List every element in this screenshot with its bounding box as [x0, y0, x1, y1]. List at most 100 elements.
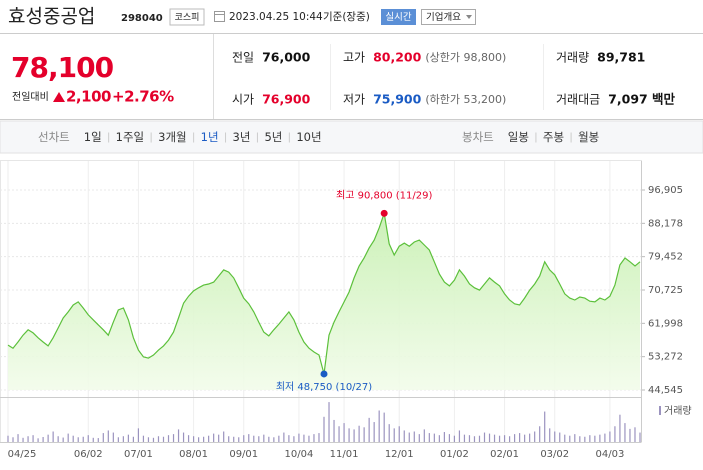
tab[interactable]: 3개월 [158, 130, 186, 144]
y-tick-label: 61,998 [648, 318, 683, 329]
volume-bar [62, 437, 64, 442]
volume-bar [92, 437, 94, 442]
volume-bar [363, 427, 365, 442]
company-button[interactable] [421, 9, 476, 25]
volume-bar [42, 437, 44, 442]
extreme-point [320, 370, 328, 378]
tab[interactable]: 1년 [201, 130, 219, 144]
volume-bar [544, 411, 546, 442]
tab[interactable]: 5년 [264, 130, 282, 144]
volume-bar [223, 431, 225, 442]
volume-bar [619, 414, 621, 442]
stock-name: 효성중공업 [8, 6, 95, 28]
tab-bar [0, 120, 703, 154]
volume-bar [629, 428, 631, 442]
volume-bar [408, 432, 410, 442]
volume-bar [218, 434, 220, 442]
volume-bar [574, 434, 576, 442]
volume-bar [253, 435, 255, 442]
volume-bar [268, 436, 270, 442]
volume-bar [508, 436, 511, 442]
stat-label: 저가 [343, 93, 365, 107]
volume-bar [353, 429, 355, 442]
x-tick-label: 11/01 [330, 449, 359, 460]
x-tick-label: 09/01 [229, 449, 258, 460]
volume-bar [418, 434, 420, 442]
stat-value: 89,781 [597, 50, 645, 65]
stat-label: 전일 [232, 51, 254, 65]
volume-bar [393, 428, 395, 442]
volume-bar [22, 437, 24, 442]
volume-bar [177, 429, 180, 442]
basis: 기준(장중) [323, 11, 370, 23]
x-tick-label: 06/02 [74, 449, 103, 460]
volume-bar [328, 402, 330, 442]
volume-bar [423, 429, 425, 442]
volume-bar [308, 435, 310, 442]
volume-bar [443, 432, 445, 442]
volume-bar [303, 434, 305, 442]
volume-bar [413, 431, 415, 442]
volume-bar [87, 435, 89, 442]
volume-bar [72, 435, 74, 442]
tab[interactable]: 3년 [233, 130, 251, 144]
volume-bar [609, 431, 611, 442]
y-tick-label: 88,178 [648, 218, 683, 229]
datetime: 2023.04.25 10:44 [229, 11, 323, 23]
stat-label: 고가 [343, 51, 365, 65]
volume-bar [203, 436, 205, 442]
chart: 44,545 53,272 61,998 70,725 79,452 88,178 96,9… [0, 160, 692, 460]
change-label: 전일대비 [12, 91, 49, 103]
company-button-label[interactable]: 기업개요 [426, 11, 461, 23]
legend-label: 거래량 [664, 405, 692, 417]
volume-bar [313, 434, 315, 442]
stat-value: 76,000 [262, 50, 311, 65]
volume-bar [338, 426, 340, 442]
market: 코스피 [175, 12, 200, 23]
volume-bar [117, 437, 119, 442]
volume-bar [97, 438, 99, 442]
tab[interactable]: 주봉 [543, 130, 564, 144]
x-tick-label: 12/01 [385, 449, 414, 460]
volume-bar [398, 426, 400, 442]
volume-bar [243, 435, 245, 442]
x-tick-label: 10/04 [285, 449, 314, 460]
volume-bar [493, 434, 496, 442]
volume-bar [448, 434, 450, 442]
x-tick-label: 02/01 [490, 449, 519, 460]
volume-bar [112, 432, 114, 442]
stats: 전일 76,000 고가 80,200 (상한가 98,800) 거래량 89,781 시가 7… [232, 44, 676, 110]
volume-bar [453, 435, 456, 442]
stat-value: 75,900 [373, 92, 422, 107]
volume-bar [333, 419, 335, 442]
volume-bar [67, 433, 69, 442]
volume-bar [132, 436, 134, 442]
volume-bar [298, 433, 300, 442]
x-tick-label: 04/03 [595, 449, 624, 460]
tab[interactable]: 1일 [84, 130, 102, 144]
volume-bar [192, 436, 195, 442]
volume-bar [473, 436, 476, 442]
tab[interactable]: 10년 [296, 130, 321, 144]
tab[interactable]: 일봉 [508, 130, 529, 144]
volume-bar [157, 436, 160, 442]
price: 78,100 [11, 51, 114, 84]
volume-bar [57, 436, 59, 442]
y-tick-label: 44,545 [648, 385, 683, 396]
dropdown-arrow [466, 15, 472, 19]
volume-bar [172, 434, 175, 442]
volume-bar [519, 433, 521, 442]
volume-bar [17, 434, 19, 442]
volume-bar [378, 410, 380, 442]
volume-bar [579, 436, 581, 442]
tab[interactable]: 월봉 [578, 130, 599, 144]
volume-bar [12, 437, 14, 442]
volume-bar [403, 430, 405, 442]
tab[interactable]: 1주일 [116, 130, 144, 144]
stat-value: 7,097 백만 [608, 92, 675, 107]
volume-bar [343, 423, 345, 442]
extreme-label: 최저 48,750 (10/27) [276, 381, 372, 393]
tab-group-label: 선차트 [38, 130, 70, 144]
volume-bar [187, 435, 190, 442]
tab-group-label: 봉차트 [462, 130, 494, 144]
